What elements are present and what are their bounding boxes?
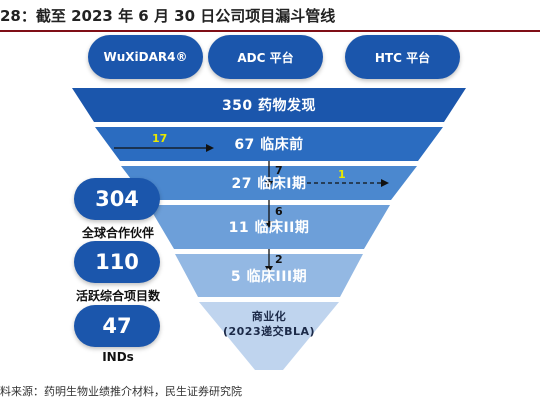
figure-title: 28：截至 2023 年 6 月 30 日公司项目漏斗管线 — [0, 7, 336, 25]
commercial-line1: 商业化 — [251, 310, 287, 323]
commercial-line2: (2023递交BLA) — [222, 325, 316, 338]
stage-label-phase2: 11 临床II期 — [228, 220, 310, 236]
funnel-band-preclinical — [95, 127, 443, 161]
stat-inds-value: 47 — [74, 305, 160, 347]
stage-label-phase1: 27 临床I期 — [231, 176, 307, 192]
stage-label-commercial: 商业化 (2023递交BLA) — [199, 306, 339, 342]
funnel-band-commercial — [199, 302, 339, 370]
arrow-to-phase3-head — [265, 266, 273, 273]
stage-label-phase3: 5 临床III期 — [230, 268, 308, 285]
transition-to-phase2: 6 — [275, 205, 283, 218]
stage-label-preclinical: 67 临床前 — [234, 137, 304, 153]
transition-exit-phase1: 1 — [338, 168, 346, 181]
transition-entry-preclinical: 17 — [152, 132, 168, 145]
stat-partners-value: 304 — [74, 178, 160, 220]
stat-projects-label: 活跃综合项目数 — [75, 289, 160, 303]
platform-htc: HTC 平台 — [345, 35, 460, 79]
transition-to-phase1: 7 — [275, 164, 283, 177]
platform-adc: ADC 平台 — [208, 35, 323, 79]
stat-partners-label: 全球合作伙伴 — [81, 226, 154, 240]
transition-to-phase3: 2 — [275, 253, 283, 266]
arrow-to-phase1-head — [265, 181, 273, 188]
stage-label-discovery: 350 药物发现 — [221, 98, 317, 114]
stat-projects-value: 110 — [74, 241, 160, 283]
stat-inds-label: INDs — [102, 350, 134, 364]
entry-arrow-head — [206, 144, 214, 152]
title-bar: 28：截至 2023 年 6 月 30 日公司项目漏斗管线 — [0, 0, 540, 32]
exit-arrow-head — [381, 179, 389, 187]
funnel-band-discovery — [72, 88, 466, 122]
platform-wuxidar4: WuXiDAR4® — [88, 35, 203, 79]
source-note: 料来源：药明生物业绩推介材料，民生证券研究院 — [0, 385, 242, 398]
funnel-band-phase3 — [175, 254, 363, 297]
arrow-to-phase2-head — [265, 221, 273, 228]
